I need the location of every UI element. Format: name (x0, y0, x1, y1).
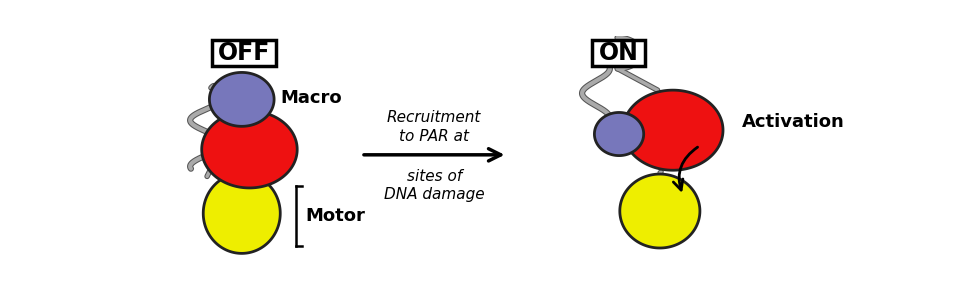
Text: Activation: Activation (742, 114, 845, 131)
Text: Motor: Motor (305, 207, 365, 225)
FancyBboxPatch shape (212, 40, 276, 66)
Polygon shape (209, 72, 275, 126)
Text: DNA damage: DNA damage (384, 187, 485, 202)
FancyBboxPatch shape (592, 40, 645, 66)
Text: Macro: Macro (280, 89, 342, 107)
Polygon shape (204, 173, 280, 253)
Text: ON: ON (599, 41, 639, 65)
Text: OFF: OFF (218, 41, 271, 65)
Polygon shape (594, 112, 644, 156)
Text: sites of: sites of (407, 169, 462, 184)
Polygon shape (202, 111, 298, 188)
Text: Recruitment: Recruitment (387, 110, 481, 125)
Polygon shape (623, 90, 723, 170)
Text: to PAR at: to PAR at (399, 129, 469, 144)
Polygon shape (620, 174, 700, 248)
